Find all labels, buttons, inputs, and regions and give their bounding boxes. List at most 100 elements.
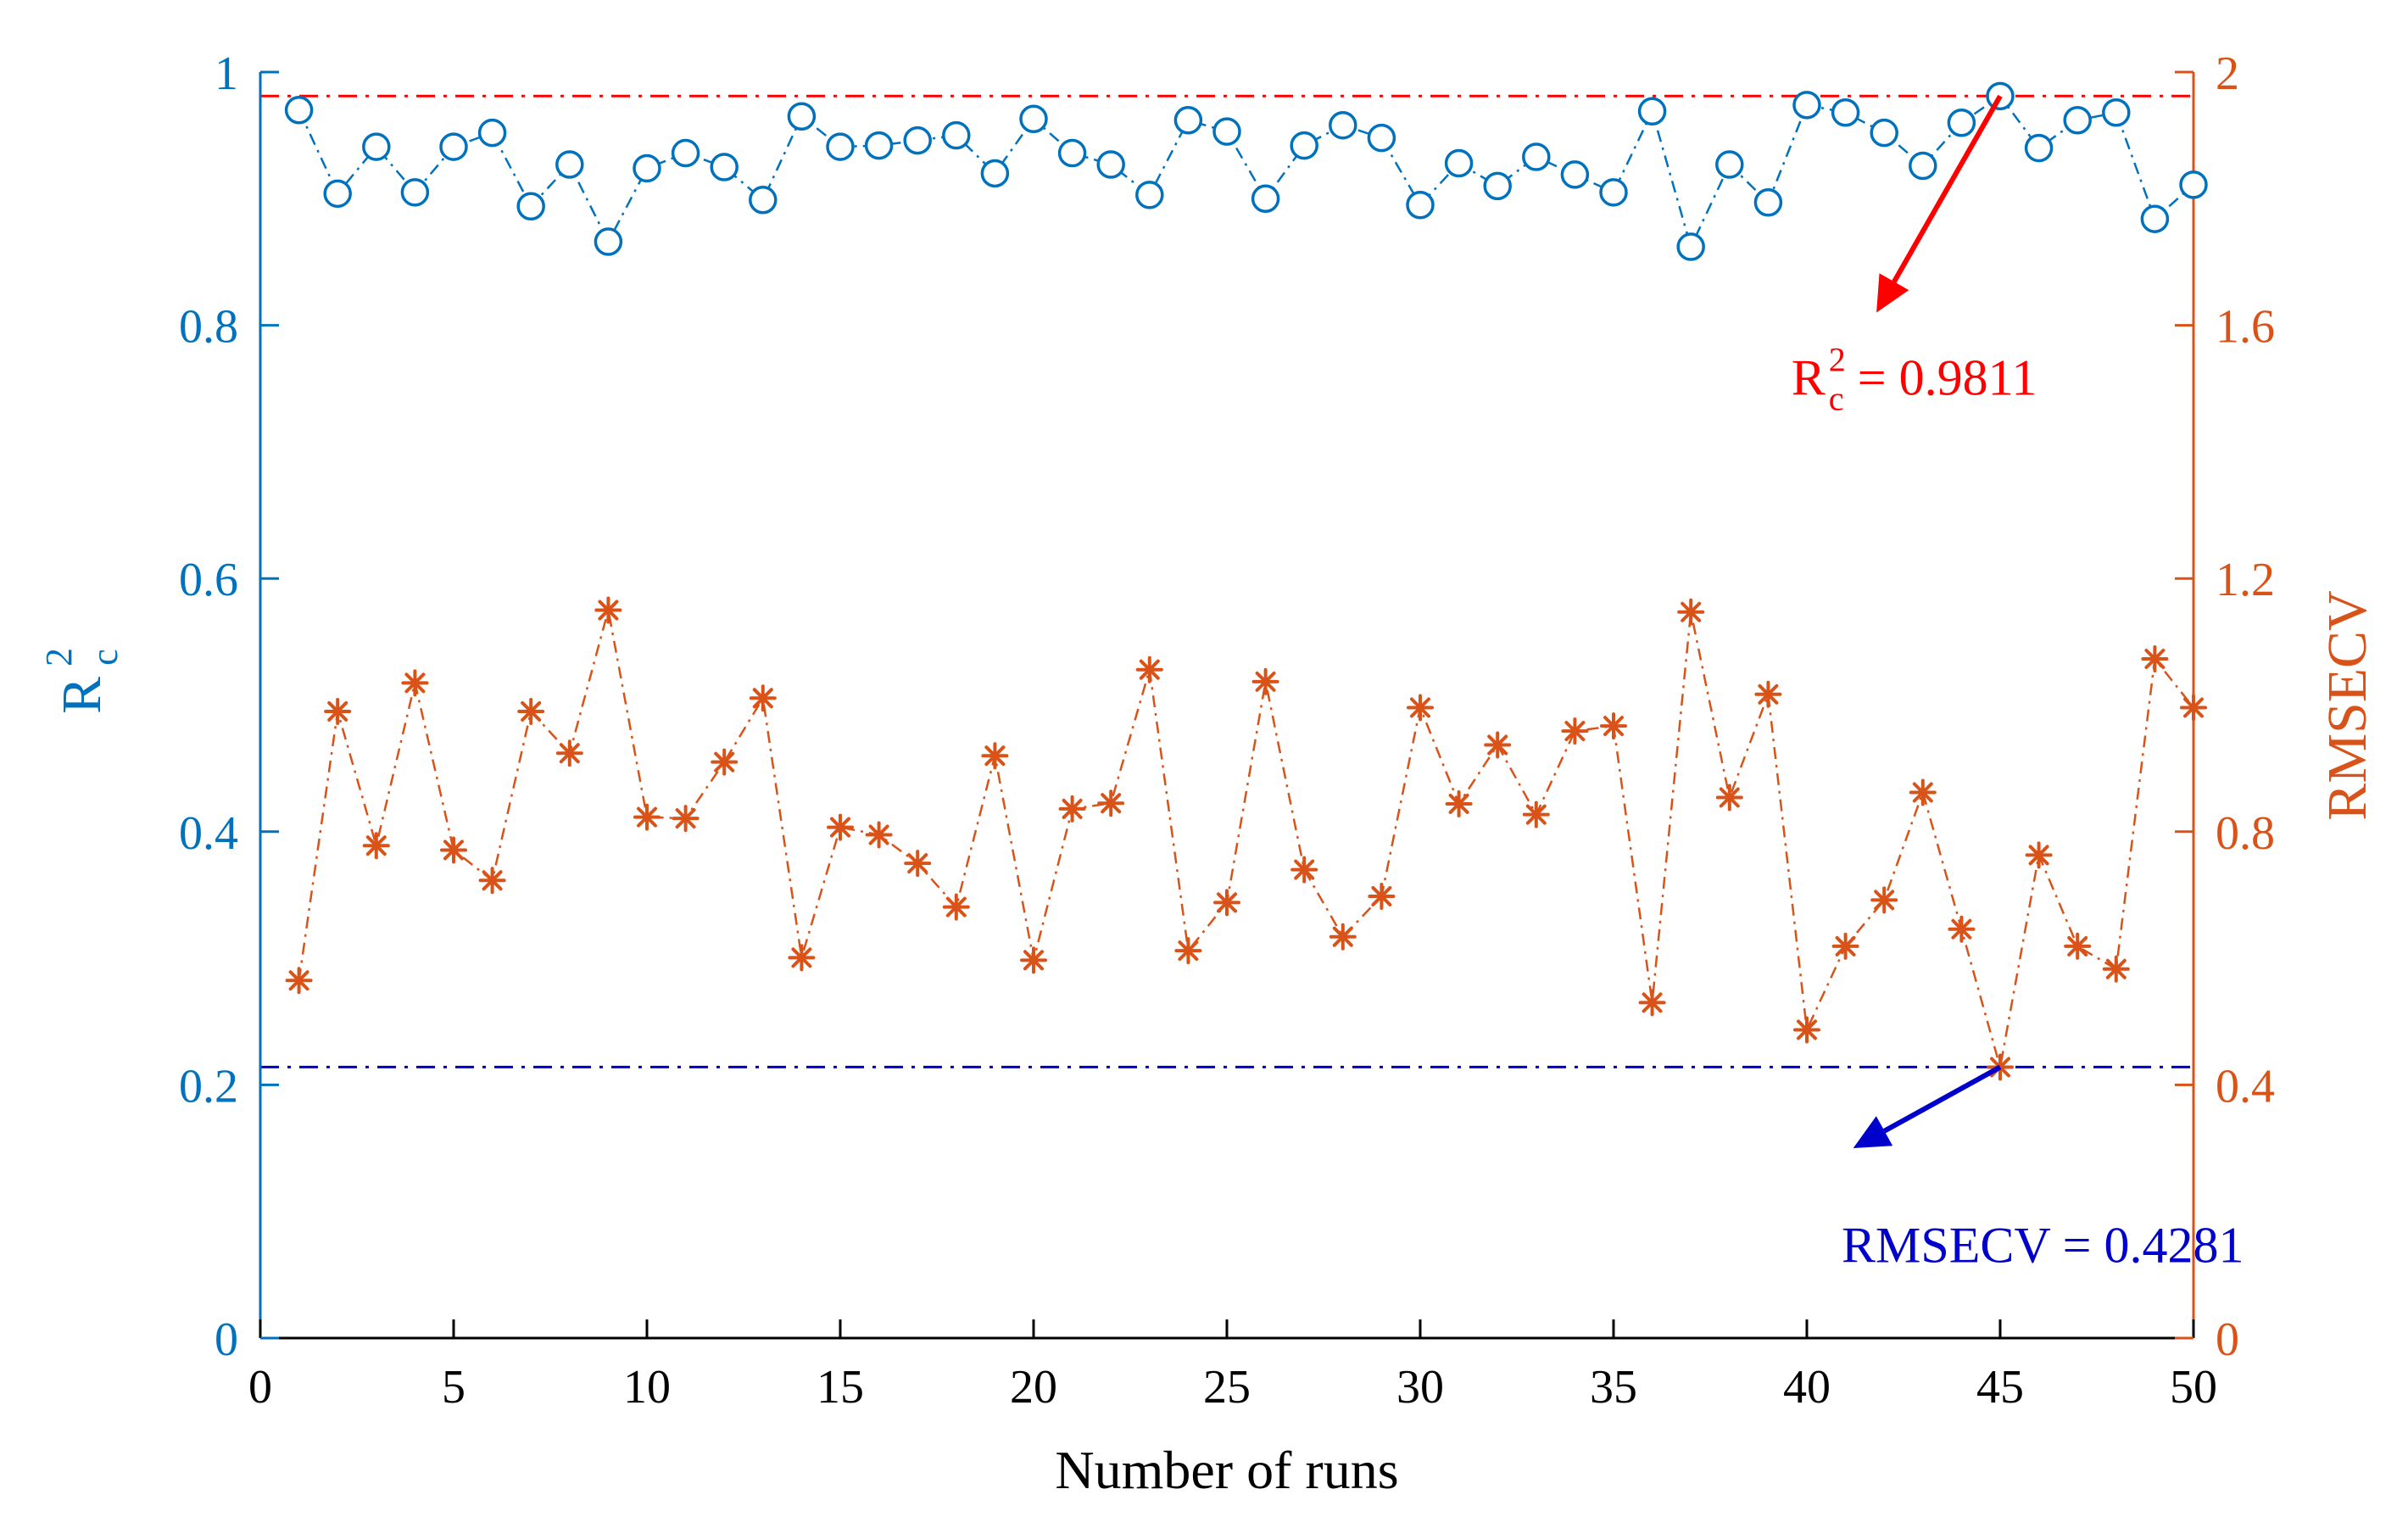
x-tick-label: 0 (248, 1361, 272, 1414)
asterisk-stroke (559, 743, 580, 764)
annotation-arrow-rmse (1883, 1064, 2002, 1134)
data-point-rmsecv (1135, 655, 1163, 683)
data-point-rmsecv (1290, 856, 1318, 884)
data-point-rmsecv (749, 684, 777, 712)
data-point-rmsecv (1329, 923, 1357, 951)
data-point-r2c (1173, 105, 1203, 135)
asterisk-stroke (1874, 890, 1895, 911)
data-point-rmsecv (1754, 680, 1782, 708)
data-point-r2c (903, 125, 932, 155)
asterisk-stroke (404, 672, 426, 694)
data-point-rmsecv (865, 821, 893, 849)
data-point-r2c (826, 132, 855, 161)
asterisk-stroke (752, 688, 773, 709)
data-point-rmsecv (1251, 667, 1279, 695)
data-point-rmsecv (2064, 932, 2092, 960)
asterisk-stroke (830, 817, 850, 838)
right-y-tick-label: 1.6 (2216, 301, 2275, 354)
annotation-label-main: R (1792, 350, 1826, 406)
data-point-r2c (1019, 104, 1048, 133)
asterisk-stroke (1681, 601, 1702, 622)
asterisk-stroke (984, 745, 1006, 767)
data-point-rmsecv (2141, 645, 2169, 673)
data-point-r2c (1444, 148, 1474, 178)
asterisk-stroke (1294, 859, 1315, 880)
data-point-rmsecv (1948, 915, 1976, 943)
data-point-r2c (1753, 188, 1783, 217)
data-point-r2c (1483, 171, 1512, 201)
asterisk-stroke (637, 806, 657, 828)
data-point-r2c (2063, 105, 2092, 135)
asterisk-stroke (868, 824, 889, 845)
asterisk-stroke (791, 947, 812, 968)
data-point-rmsecv (1020, 946, 1047, 974)
data-point-rmsecv (1600, 712, 1627, 740)
data-point-rmsecv (1561, 717, 1589, 745)
data-point-rmsecv (1058, 795, 1086, 823)
asterisk-stroke (2144, 649, 2166, 670)
data-point-rmsecv (401, 669, 429, 697)
data-point-r2c (980, 159, 1010, 188)
data-point-rmsecv (478, 867, 506, 895)
data-point-rmsecv (1407, 694, 1434, 722)
data-point-r2c (1522, 142, 1551, 171)
asterisk-stroke (1448, 793, 1469, 814)
data-point-r2c (362, 132, 391, 161)
data-point-r2c (1831, 98, 1860, 127)
x-tick-label: 20 (1010, 1361, 1057, 1414)
asterisk-stroke (675, 808, 696, 829)
data-point-rmsecv (555, 739, 583, 767)
asterisk-stroke (1525, 804, 1547, 825)
data-point-rmsecv (2180, 694, 2207, 722)
data-point-rmsecv (672, 805, 700, 833)
data-point-r2c (710, 153, 739, 181)
data-point-r2c (439, 132, 468, 161)
data-point-rmsecv (1909, 778, 1937, 806)
data-point-r2c (1560, 160, 1590, 189)
data-point-r2c (1599, 178, 1628, 207)
asterisk-stroke (1758, 683, 1779, 705)
data-point-r2c (323, 179, 352, 209)
asterisk-stroke (521, 700, 542, 722)
data-point-rmsecv (1870, 886, 1898, 914)
x-tick-label: 50 (2170, 1361, 2217, 1414)
right-y-tick-label: 0.8 (2216, 807, 2275, 860)
data-point-rmsecv (1638, 989, 1666, 1017)
asterisk-stroke (2183, 697, 2204, 718)
data-point-r2c (1676, 232, 1705, 261)
asterisk-stroke (1603, 716, 1624, 737)
asterisk-stroke (1023, 950, 1044, 971)
left-y-label-sub: c (84, 649, 125, 666)
asterisk-stroke (1371, 885, 1392, 906)
asterisk-stroke (598, 600, 619, 621)
data-point-rmsecv (1715, 784, 1743, 811)
left-y-axis-label: R 2 c (38, 648, 125, 714)
right-y-tick-label: 1.2 (2216, 554, 2275, 606)
annotation-label-sup: 2 (1829, 341, 1846, 379)
asterisk-stroke (1835, 935, 1856, 956)
data-point-rmsecv (1677, 598, 1705, 626)
data-point-r2c (1715, 150, 1744, 179)
asterisk-stroke (907, 853, 928, 874)
asterisk-stroke (327, 700, 348, 722)
x-tick-label: 30 (1396, 1361, 1444, 1414)
x-tick-label: 25 (1203, 1361, 1251, 1414)
data-point-rmsecv (827, 813, 854, 841)
data-point-rmsecv (1793, 1016, 1820, 1044)
asterisk-stroke (2028, 845, 2049, 866)
data-point-r2c (1251, 184, 1280, 214)
asterisk-stroke (1178, 940, 1199, 962)
data-point-rmsecv (1097, 789, 1125, 817)
data-point-rmsecv (440, 836, 467, 864)
right-y-label-text: RMSECV (2316, 590, 2378, 820)
data-point-rmsecv (981, 742, 1009, 770)
left-y-label-main: R (51, 677, 113, 714)
data-point-rmsecv (285, 967, 313, 995)
data-point-r2c (2024, 133, 2054, 163)
asterisk-stroke (365, 835, 387, 856)
data-point-r2c (400, 178, 430, 207)
asterisk-stroke (714, 751, 735, 772)
data-point-rmsecv (2025, 841, 2053, 869)
left-y-tick-label: 0.4 (179, 807, 238, 860)
data-point-r2c (1947, 108, 1976, 137)
